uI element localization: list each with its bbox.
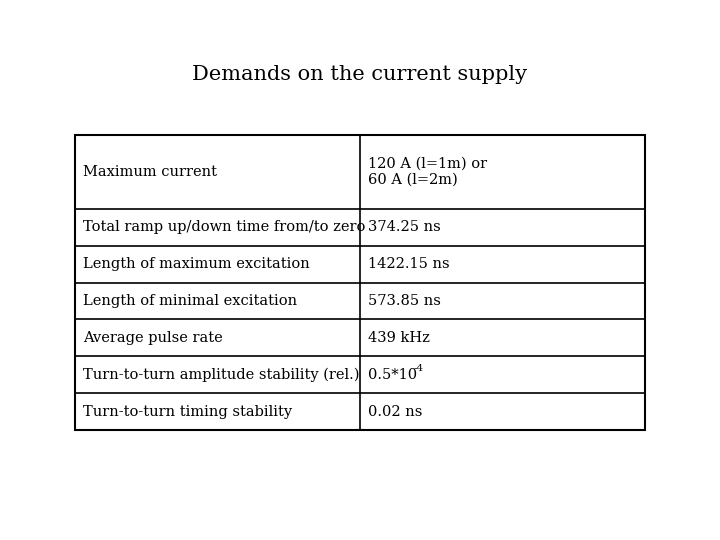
Text: 439 kHz: 439 kHz <box>368 331 430 345</box>
Text: 60 A (l=2m): 60 A (l=2m) <box>368 173 458 187</box>
Text: Total ramp up/down time from/to zero: Total ramp up/down time from/to zero <box>83 220 365 234</box>
Text: Length of maximum excitation: Length of maximum excitation <box>83 257 310 271</box>
Bar <box>75 135 645 430</box>
Text: Maximum current: Maximum current <box>83 165 217 179</box>
Text: -4: -4 <box>414 364 424 373</box>
Text: 573.85 ns: 573.85 ns <box>368 294 441 308</box>
Text: 374.25 ns: 374.25 ns <box>368 220 441 234</box>
Text: Length of minimal excitation: Length of minimal excitation <box>83 294 297 308</box>
Text: 120 A (l=1m) or: 120 A (l=1m) or <box>368 157 487 171</box>
Text: 0.5*10: 0.5*10 <box>368 368 417 382</box>
Text: Average pulse rate: Average pulse rate <box>83 331 222 345</box>
Text: Demands on the current supply: Demands on the current supply <box>192 65 528 84</box>
Text: 0.02 ns: 0.02 ns <box>368 404 423 418</box>
Text: 1422.15 ns: 1422.15 ns <box>368 257 449 271</box>
Text: Turn-to-turn amplitude stability (rel.): Turn-to-turn amplitude stability (rel.) <box>83 368 359 382</box>
Text: Turn-to-turn timing stability: Turn-to-turn timing stability <box>83 404 292 418</box>
